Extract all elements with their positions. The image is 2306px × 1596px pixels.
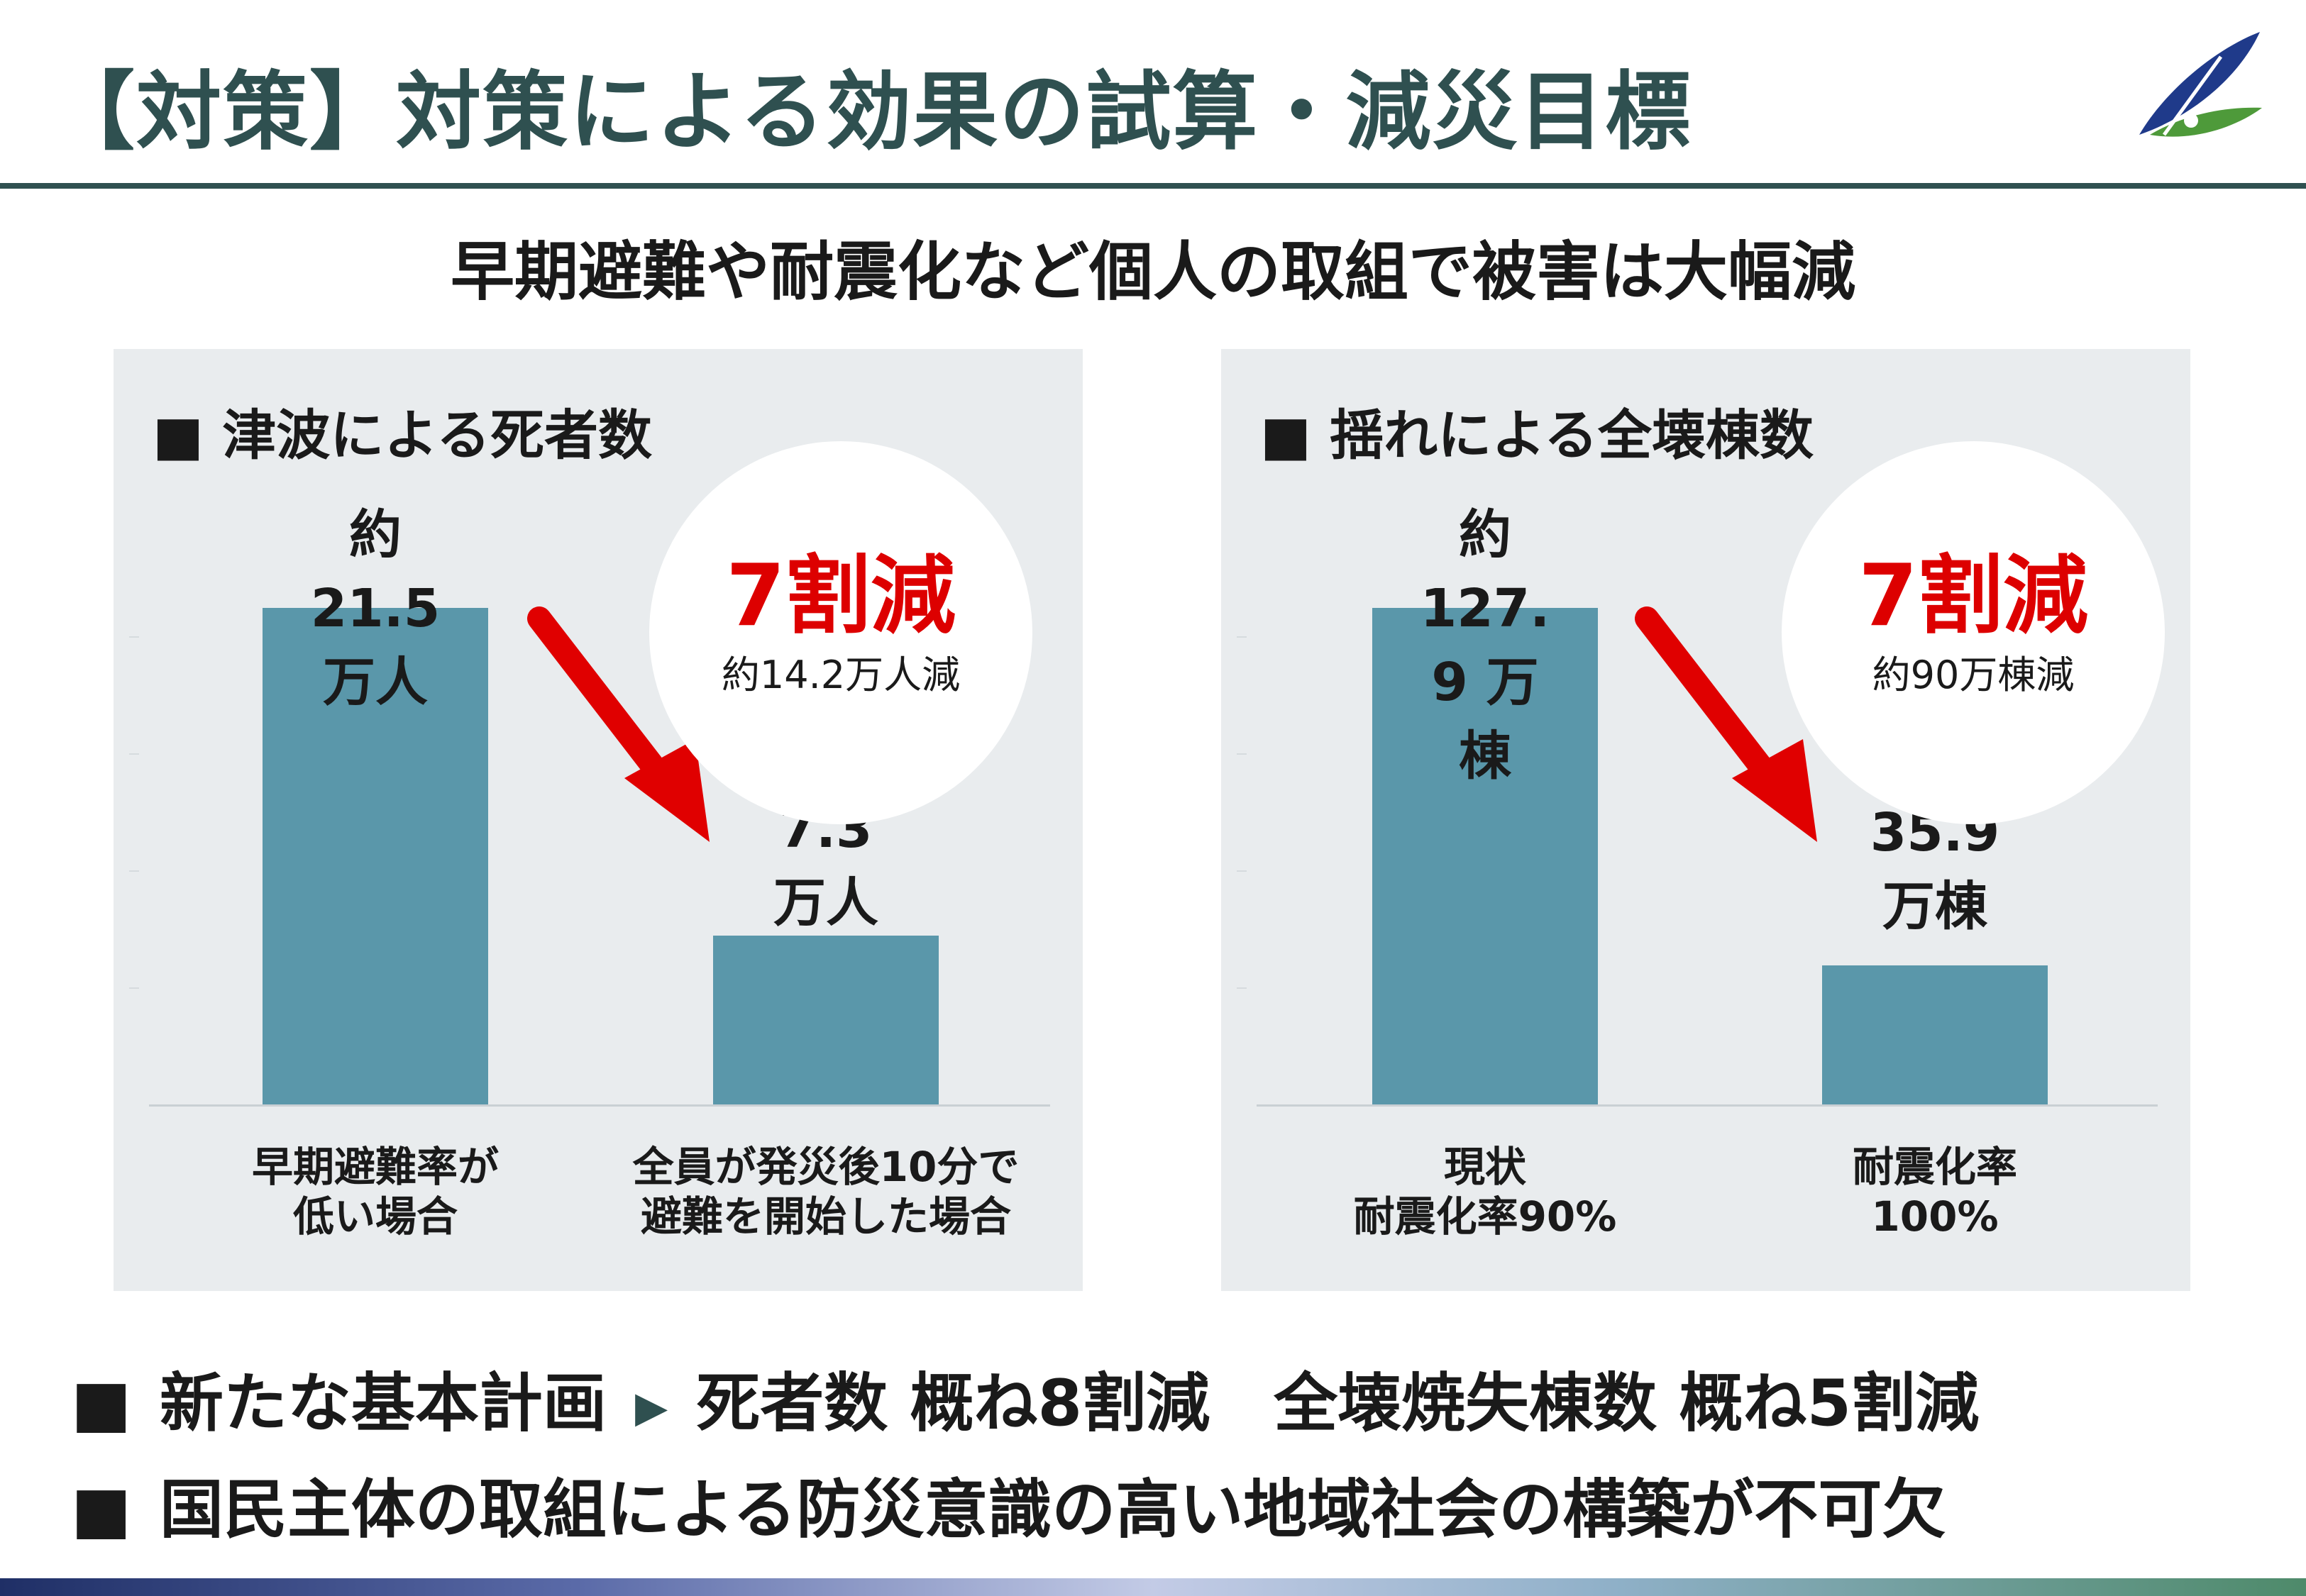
play-marker-icon: ▶ (635, 1382, 668, 1433)
reduction-badge: 7割減 約14.2万人減 (649, 441, 1032, 824)
bar-current-90pct (1372, 608, 1598, 1104)
down-right-arrow-icon (527, 606, 710, 842)
category-label: 耐震化率 100% (1852, 1143, 2017, 1241)
plan-lead: 新たな基本計画 (160, 1366, 607, 1441)
page-title: 【対策】対策による効果の試算・減災目標 (50, 63, 1692, 162)
grid-tick (129, 870, 139, 872)
target-statement: ■ 新たな基本計画 ▶ 死者数 概ね8割減 全壊焼失棟数 概ね5割減 (71, 1351, 1979, 1443)
collapsed-buildings-panel: ■ 揺れによる全壊棟数 約 127. 9 万 棟 35.9 万棟 現状 耐震化率… (1221, 349, 2190, 1291)
category-label: 早期避難率が 低い場合 (251, 1143, 499, 1241)
tsunami-deaths-panel: ■ 津波による死者数 約 21.5 万人 7.3 万人 早期避難率が 低い場合 … (114, 349, 1083, 1291)
bar-100pct (1822, 965, 2048, 1104)
community-statement: ■ 国民主体の取組による防災意識の高い地域社会の構築が不可欠 (71, 1458, 1946, 1550)
subtitle: 早期避難や耐震化など個人の取組で被害は大幅減 (451, 235, 1855, 309)
category-label: 現状 耐震化率90% (1353, 1143, 1617, 1241)
grid-tick (129, 636, 139, 638)
grid-tick (129, 753, 139, 755)
panel-title: ■ 津波による死者数 (153, 404, 652, 467)
reduction-badge: 7割減 約90万棟減 (1782, 441, 2165, 824)
bullet-square: ■ (71, 1473, 132, 1547)
grid-tick (1237, 870, 1247, 872)
panel-title: ■ 揺れによる全壊棟数 (1260, 404, 1814, 467)
chart-baseline (1257, 1104, 2158, 1107)
community-text: 国民主体の取組による防災意識の高い地域社会の構築が不可欠 (160, 1473, 1946, 1547)
footer-gradient-bar (0, 1578, 2306, 1596)
bar-value-label: 約 21.5 万人 (310, 504, 441, 713)
reduction-headline: 7割減 (726, 547, 956, 645)
grid-tick (1237, 636, 1247, 638)
leaf-logo-icon (2139, 32, 2262, 137)
reduction-headline: 7割減 (1858, 547, 2088, 645)
bar-all-evacuate-10min (713, 936, 939, 1104)
down-right-arrow-icon (1635, 606, 1817, 842)
reduction-detail: 約14.2万人減 (721, 653, 961, 697)
plan-targets: 死者数 概ね8割減 全壊焼失棟数 概ね5割減 (696, 1366, 1980, 1441)
bar-early-evacuation-low (263, 608, 488, 1104)
grid-tick (129, 987, 139, 989)
grid-tick (1237, 753, 1247, 755)
bullet-square: ■ (71, 1366, 132, 1441)
reduction-detail: 約90万棟減 (1872, 653, 2075, 697)
category-label: 全員が発災後10分で 避難を開始した場合 (632, 1143, 1020, 1241)
grid-tick (1237, 987, 1247, 989)
chart-baseline (149, 1104, 1050, 1107)
header-rule (0, 183, 2306, 189)
bar-value-label: 約 127. 9 万 棟 (1420, 504, 1550, 787)
